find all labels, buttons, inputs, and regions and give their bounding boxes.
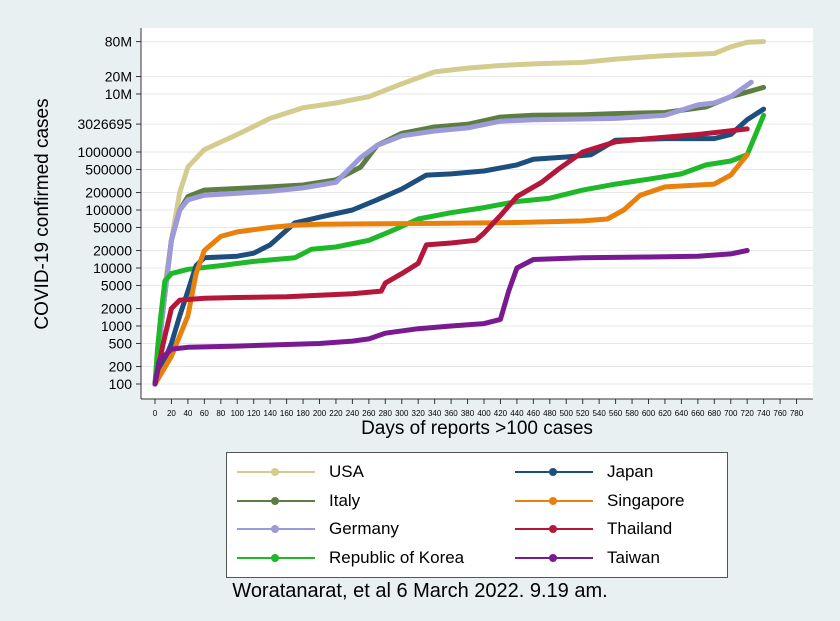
x-tick-label: 680: [708, 409, 722, 418]
x-tick-label: 280: [379, 409, 393, 418]
series-line-taiwan: [152, 248, 750, 387]
x-tick-label: 540: [592, 409, 606, 418]
covid-cases-chart: 1002005001000200050001000020000500001000…: [32, 28, 813, 439]
x-tick-label: 400: [477, 409, 491, 418]
x-axis-title: Days of reports >100 cases: [361, 418, 593, 439]
legend-label: Republic of Korea: [329, 547, 465, 567]
x-tick-label: 480: [543, 409, 557, 418]
y-axis-title: COVID-19 confirmed cases: [32, 98, 53, 329]
y-tick-label: 500000: [85, 161, 132, 177]
legend-swatch: [515, 494, 593, 508]
credit-text: Woratanarat, et al 6 March 2022. 9.19 am…: [232, 580, 608, 602]
x-tick-label: 380: [461, 409, 475, 418]
x-tick-label: 60: [200, 409, 209, 418]
x-tick-label: 780: [790, 409, 804, 418]
legend-swatch: [515, 551, 593, 565]
legend-label: USA: [329, 462, 364, 481]
legend-swatch: [237, 551, 315, 565]
legend-item-taiwan: Taiwan: [515, 544, 660, 572]
x-tick-label: 40: [183, 409, 192, 418]
x-tick-label: 420: [494, 409, 508, 418]
y-tick-label: 10000: [93, 260, 132, 276]
x-tick-label: 100: [231, 409, 245, 418]
y-tick-label: 10M: [105, 86, 132, 102]
y-tick-label: 100000: [85, 202, 132, 218]
legend-swatch: [237, 494, 315, 508]
x-tick-label: 240: [346, 409, 360, 418]
legend-item-singapore: Singapore: [515, 487, 685, 515]
x-tick-label: 220: [329, 409, 343, 418]
legend-item-italy: Italy: [237, 487, 360, 515]
legend-label: Italy: [329, 490, 361, 510]
legend-item-germany: Germany: [237, 515, 399, 543]
series-layer: [152, 39, 767, 387]
x-tick-label: 340: [428, 409, 442, 418]
legend-label: Germany: [329, 519, 399, 538]
legend-swatch: [515, 522, 593, 536]
legend-item-japan: Japan: [515, 458, 653, 486]
legend: USA Italy Germany Republic of Korea Japan Sin…: [226, 452, 728, 578]
y-tick-label: 100: [109, 376, 133, 392]
legend-item-republic-of-korea: Republic of Korea: [237, 544, 464, 572]
x-tick-label: 620: [658, 409, 672, 418]
legend-label: Singapore: [607, 490, 685, 510]
x-tick-label: 300: [395, 409, 409, 418]
legend-swatch: [237, 465, 315, 479]
y-tick-label: 5000: [101, 277, 132, 293]
x-tick-label: 520: [576, 409, 590, 418]
x-tick-label: 440: [510, 409, 524, 418]
x-tick-label: 760: [773, 409, 787, 418]
x-tick-label: 180: [296, 409, 310, 418]
x-tick-label: 600: [642, 409, 656, 418]
series-line-germany: [152, 79, 754, 387]
x-axis-ticks: 0 20 40 60 80 100 120 140 160 180 200 220 240 260 280 3…: [153, 399, 804, 418]
series-line-thailand: [152, 126, 750, 387]
y-axis-ticks: 1002005001000200050001000020000500001000…: [77, 34, 141, 392]
x-tick-label: 260: [362, 409, 376, 418]
legend-swatch: [515, 465, 593, 479]
legend-item-usa: USA: [237, 458, 364, 486]
x-tick-label: 0: [153, 409, 158, 418]
y-tick-label: 200000: [85, 185, 132, 201]
y-tick-label: 2000: [101, 301, 132, 317]
x-tick-label: 740: [757, 409, 771, 418]
x-tick-label: 700: [724, 409, 738, 418]
legend-swatch: [237, 522, 315, 536]
y-tick-label: 50000: [93, 219, 132, 235]
x-tick-label: 560: [609, 409, 623, 418]
x-tick-label: 200: [313, 409, 327, 418]
x-tick-label: 660: [691, 409, 705, 418]
y-tick-label: 1000000: [77, 144, 132, 160]
x-tick-label: 160: [280, 409, 294, 418]
y-tick-label: 200: [109, 359, 133, 375]
legend-item-thailand: Thailand: [515, 515, 672, 543]
y-tick-label: 1000: [101, 318, 132, 334]
legend-label: Japan: [607, 462, 654, 481]
series-line-singapore: [152, 152, 750, 387]
x-tick-label: 360: [444, 409, 458, 418]
plot-area: [141, 28, 813, 399]
y-tick-label: 80M: [105, 34, 132, 50]
x-tick-label: 500: [560, 409, 574, 418]
legend-label: Thailand: [607, 519, 673, 538]
x-tick-label: 20: [167, 409, 176, 418]
y-tick-label: 500: [109, 335, 133, 351]
y-tick-label: 20000: [93, 243, 132, 259]
x-tick-label: 580: [625, 409, 639, 418]
legend-label: Taiwan: [607, 547, 660, 567]
y-tick-label: 20M: [105, 69, 132, 85]
x-tick-label: 320: [412, 409, 426, 418]
x-tick-label: 120: [247, 409, 261, 418]
x-tick-label: 140: [263, 409, 277, 418]
x-tick-label: 640: [675, 409, 689, 418]
series-line-usa: [152, 39, 767, 387]
y-tick-label: 3026695: [77, 116, 132, 132]
x-tick-label: 80: [216, 409, 225, 418]
x-tick-label: 720: [741, 409, 755, 418]
x-tick-label: 460: [527, 409, 541, 418]
